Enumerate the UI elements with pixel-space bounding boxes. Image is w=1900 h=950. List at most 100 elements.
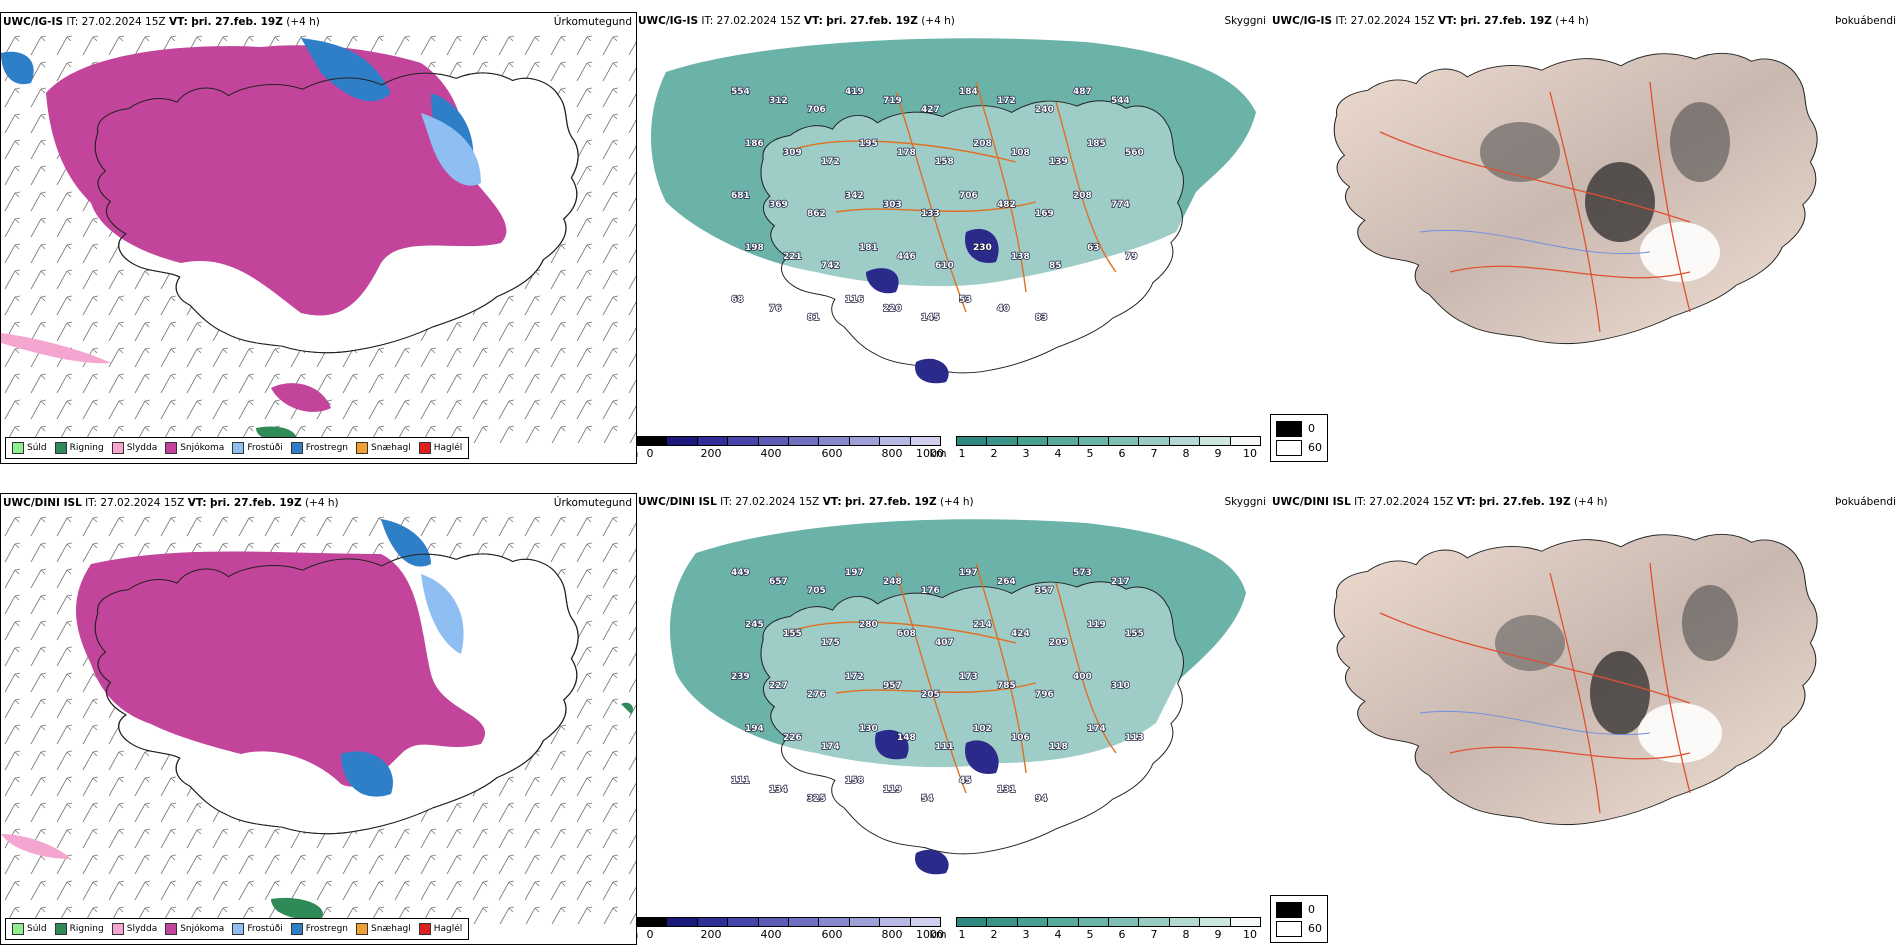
cloud-base-label: 419 [845, 87, 864, 97]
cloud-base-label: 342 [845, 191, 864, 201]
cloud-base-label: 369 [769, 200, 788, 210]
legend-item: Slydda [111, 923, 157, 935]
cloud-base-label: 195 [859, 139, 878, 149]
panel-header: UWC/IG-IS IT: 27.02.2024 15Z VT: þri. 27… [3, 16, 320, 28]
cloud-base-label: 446 [897, 252, 916, 262]
cloud-base-label: 239 [731, 672, 750, 682]
cloud-panel-ig: UWC/IG-IS IT: 27.02.2024 15Z VT: þri. 27… [636, 12, 1270, 462]
legend-swatch [12, 442, 24, 454]
panel-type-label: Úrkomutegund [553, 16, 632, 28]
cloud-base-label: 155 [783, 629, 802, 639]
cloud-base-label: 248 [883, 577, 902, 587]
cloud-base-label: 309 [783, 148, 802, 158]
cloud-base-label: 240 [1035, 105, 1054, 115]
legend-swatch [111, 923, 124, 935]
legend-swatch [54, 442, 67, 454]
legend-item: Snæhagl [356, 923, 411, 935]
cloud-base-label: 245 [745, 620, 764, 630]
legend-item: Rigning [54, 442, 104, 454]
cloud-base-label: 108 [1011, 148, 1030, 158]
cloud-base-labels: 449 657 705 197 248 176 197 264 357 573 217 245 155 1… [730, 567, 1144, 804]
panel-header: UWC/DINI ISL IT: 27.02.2024 15Z VT: þri.… [3, 497, 339, 509]
precip-panel-dini: UWC/DINI ISL IT: 27.02.2024 15Z VT: þri.… [0, 493, 637, 945]
visibility-scale: km 1 2 3 4 5 6 7 8 9 10 [929, 436, 1261, 460]
panel-type-label: Skyggni [1224, 15, 1267, 27]
cloud-base-label: 133 [921, 209, 940, 219]
precip-legend: Súld Rigning Slydda Snjókoma Frostúði Fr… [5, 918, 470, 940]
cloud-base-label: 118 [1049, 742, 1068, 752]
cloud-base-label: 139 [1049, 157, 1068, 167]
legend-swatch [111, 442, 124, 454]
fog-map [1333, 52, 1818, 345]
cloud-base-label: 957 [883, 681, 902, 691]
cloud-base-label: 774 [1111, 200, 1130, 210]
fog-legend-item: 60 [1276, 438, 1322, 457]
legend-item: Snjókoma [165, 442, 224, 454]
cloud-base-label: 40 [997, 304, 1010, 314]
cloud-base-label: 560 [1125, 148, 1144, 158]
cloud-base-label: 148 [897, 733, 916, 743]
legend-swatch [418, 923, 431, 935]
cloud-base-label: 264 [997, 577, 1016, 587]
visibility-ticks: km 1 2 3 4 5 6 7 8 9 10 [929, 447, 1257, 460]
precip-map [1, 514, 636, 924]
cloud-base-label: 681 [731, 191, 750, 201]
cloud-base-label: 205 [921, 690, 940, 700]
cloud-base-label: 172 [845, 672, 864, 682]
cloud-base-label: 106 [1011, 733, 1030, 743]
cloud-base-label: 197 [845, 568, 864, 578]
cloud-base-label: 221 [783, 252, 802, 262]
cloud-base-label: 706 [959, 191, 978, 201]
cloud-base-label: 173 [959, 672, 978, 682]
precip-panel-ig: UWC/IG-IS IT: 27.02.2024 15Z VT: þri. 27… [0, 12, 637, 464]
cloud-base-label: 310 [1111, 681, 1130, 691]
cloud-base-label: 113 [1125, 733, 1144, 743]
visibility-scale-cells [956, 917, 1261, 927]
fog-legend-item: 0 [1276, 900, 1322, 919]
legend-swatch [232, 923, 245, 935]
legend-swatch [1276, 420, 1302, 437]
cloud-base-label: 208 [1073, 191, 1092, 201]
cloud-base-label: 130 [859, 724, 878, 734]
cloud-map: 554 312 706 419 719 427 184 172 240 487 544 186 309 1… [651, 38, 1256, 384]
cloud-base-label: 608 [897, 629, 916, 639]
precip-map [1, 33, 636, 443]
precip-legend: Súld Rigning Slydda Snjókoma Frostúði Fr… [5, 437, 470, 459]
legend-swatch [165, 923, 178, 935]
cloud-panel-dini: UWC/DINI ISL IT: 27.02.2024 15Z VT: þri.… [636, 493, 1270, 943]
cloud-base-label: 400 [1073, 672, 1092, 682]
cloud-base-label: 197 [959, 568, 978, 578]
cloud-base-label: 53 [959, 295, 972, 305]
cloud-base-label: 554 [731, 87, 750, 97]
legend-swatch [290, 923, 303, 935]
cloud-base-label: 796 [1035, 690, 1054, 700]
cloud-base-label: 76 [769, 304, 782, 314]
cloud-base-label: 111 [935, 742, 954, 752]
legend-swatch [356, 442, 369, 454]
cloud-base-label: 68 [731, 295, 744, 305]
visibility-ticks: km 1 2 3 4 5 6 7 8 9 10 [929, 928, 1257, 941]
cloud-base-label: 83 [1035, 313, 1048, 323]
cloud-base-label: 178 [897, 148, 916, 158]
cloud-base-label: 158 [845, 776, 864, 786]
panel-type-label: Skyggni [1224, 496, 1267, 508]
cloud-base-label: 209 [1049, 638, 1068, 648]
legend-item: Frostúði [232, 442, 283, 454]
cloud-base-label: 172 [997, 96, 1016, 106]
cloud-base-label: 184 [959, 87, 978, 97]
fog-panel-ig: UWC/IG-IS IT: 27.02.2024 15Z VT: þri. 27… [1270, 12, 1900, 462]
cloud-base-label: 487 [1073, 87, 1092, 97]
cloud-base-label: 81 [807, 313, 820, 323]
panel-header: UWC/IG-IS IT: 27.02.2024 15Z VT: þri. 27… [638, 15, 955, 27]
legend-item: Slydda [111, 442, 157, 454]
cloud-base-label: 198 [745, 243, 764, 253]
fog-panel-dini: UWC/DINI ISL IT: 27.02.2024 15Z VT: þri.… [1270, 493, 1900, 943]
cloudbase-ticks: m 0 200 400 600 800 1000 [636, 447, 944, 460]
visibility-scale-cells [956, 436, 1261, 446]
cloud-base-label: 482 [997, 200, 1016, 210]
cloud-base-label: 427 [921, 105, 940, 115]
cloud-base-label: 610 [935, 261, 954, 271]
legend-item: Frostregn [290, 442, 348, 454]
cloud-base-label: 175 [821, 638, 840, 648]
cloud-base-label: 79 [1125, 252, 1138, 262]
